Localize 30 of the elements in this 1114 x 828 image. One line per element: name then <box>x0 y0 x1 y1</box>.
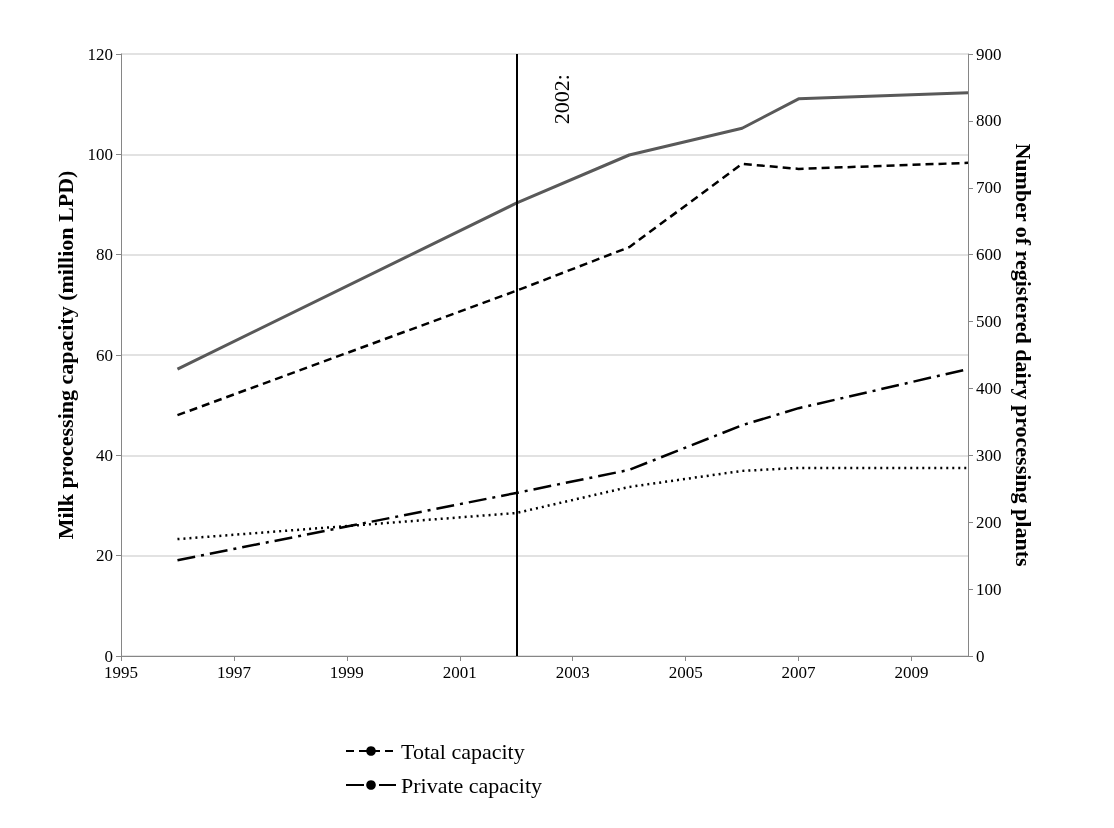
x-tick-label: 1999 <box>329 663 364 682</box>
x-tick-label: 2007 <box>781 663 817 682</box>
y2-tick-label: 100 <box>976 579 1002 599</box>
x-tick-label: 1995 <box>104 663 138 682</box>
y-tick-label: 60 <box>96 345 113 365</box>
y2-tick-label: 600 <box>976 245 1002 265</box>
y-tick-label: 20 <box>96 546 113 566</box>
y-tick-label: 100 <box>87 144 113 164</box>
x-tick-label: 2003 <box>555 663 590 682</box>
y2-axis-title: Number of registered dairy processing plants <box>1010 143 1036 567</box>
x-tick-label: 2005 <box>668 663 703 682</box>
y2-tick-label: 900 <box>976 44 1002 64</box>
y-tick-label: 40 <box>96 445 113 465</box>
y2-tick-label: 400 <box>976 378 1002 398</box>
y2-tick-label: 800 <box>976 111 1002 131</box>
y2-tick-label: 300 <box>976 445 1002 465</box>
y-axis-title: Milk processing capacity (million LPD) <box>53 170 79 540</box>
legend-label: Private capacity <box>401 772 543 798</box>
y2-tick-label: 200 <box>976 512 1002 532</box>
ref-line-label: 2002: <box>548 74 574 125</box>
y-tick-label: 80 <box>96 245 113 265</box>
y2-tick-label: 500 <box>976 312 1002 332</box>
legend-label: Total capacity <box>401 738 525 764</box>
x-tick-label: 2009 <box>894 663 929 682</box>
x-tick-label: 2001 <box>442 663 477 682</box>
y2-tick-label: 0 <box>976 646 985 666</box>
y-tick-label: 120 <box>87 44 113 64</box>
x-tick-label: 1997 <box>216 663 252 682</box>
y2-tick-label: 700 <box>976 178 1002 198</box>
y-tick-label: 0 <box>104 646 113 666</box>
